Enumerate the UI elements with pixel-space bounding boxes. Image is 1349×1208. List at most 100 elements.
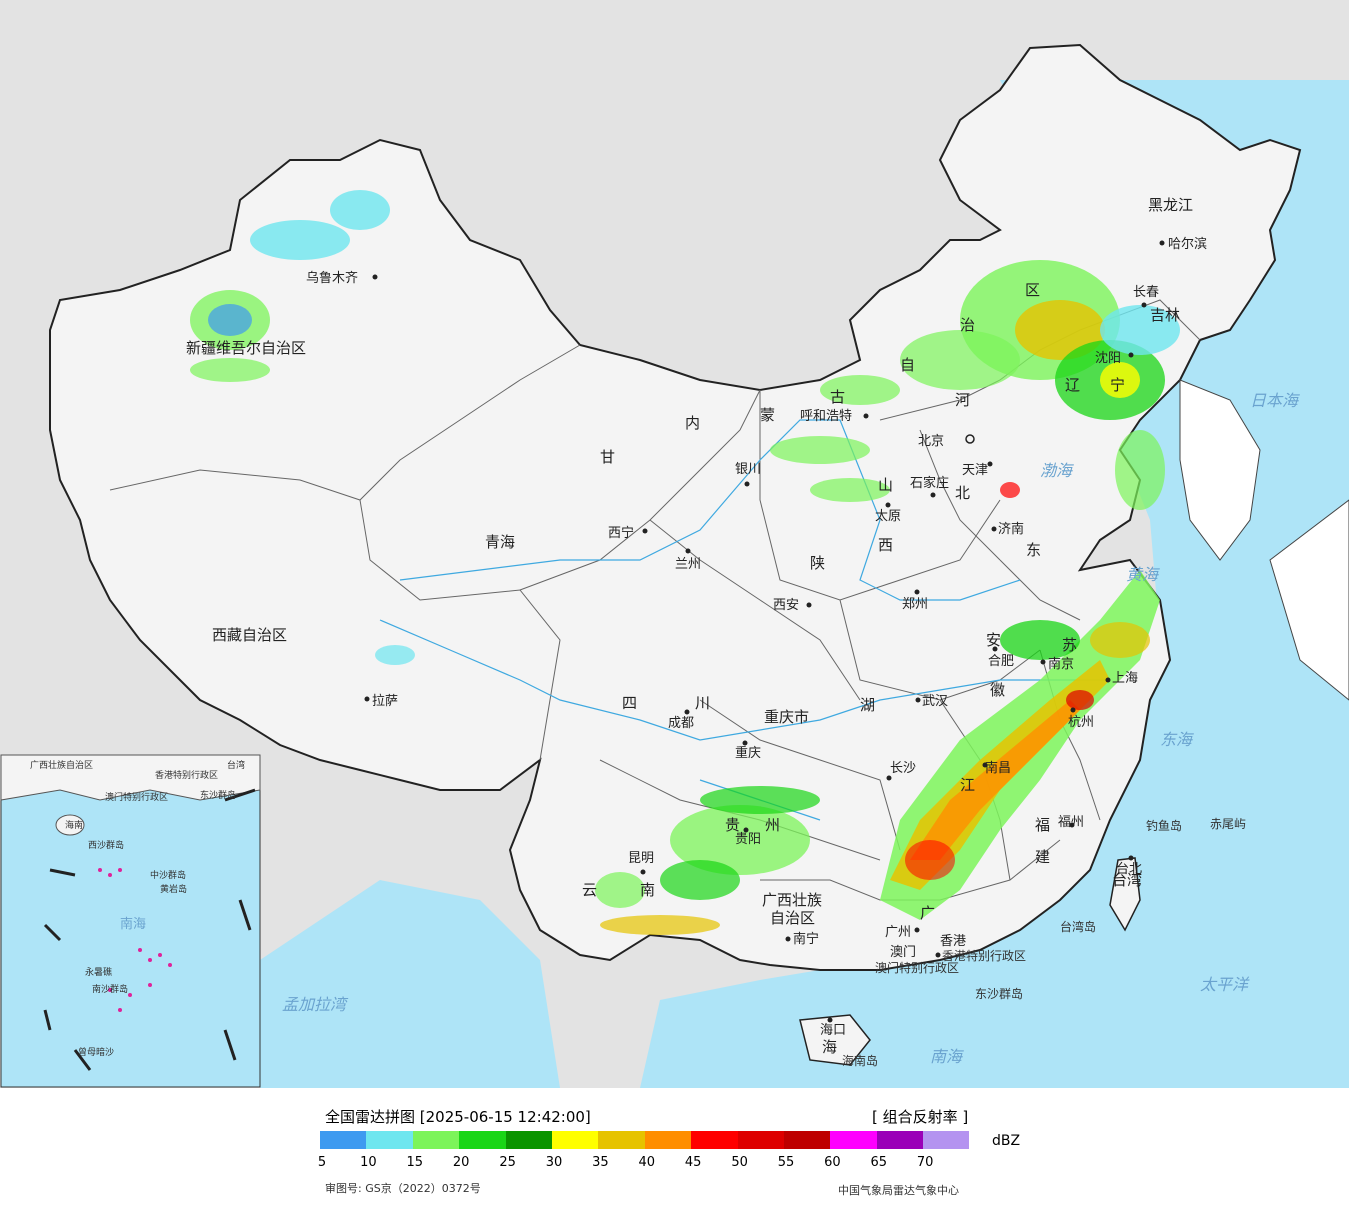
sea-yellow: 黄海 [1126, 565, 1160, 584]
city-harbin: 哈尔滨 [1168, 236, 1207, 252]
data-source: 中国气象局雷达气象中心 [838, 1184, 959, 1197]
sea-bohai: 渤海 [1040, 461, 1074, 480]
color-swatch-2 [412, 1131, 460, 1149]
island-chiwei: 赤尾屿 [1210, 817, 1246, 831]
color-swatch-9 [737, 1131, 784, 1149]
korea-land [1179, 379, 1261, 561]
label-liao: 辽 [1065, 376, 1080, 394]
label-fu: 福 [1035, 816, 1050, 834]
label-gan: 甘 [600, 448, 615, 466]
legend-product: [ 组合反射率 ] [872, 1108, 969, 1126]
city-wuhan: 武汉 [922, 694, 948, 709]
city-lanzhou: 兰州 [675, 557, 701, 572]
bay-of-bengal [260, 880, 560, 1088]
legend-tick-70: 70 [916, 1155, 934, 1170]
city-chengdu: 成都 [668, 716, 694, 731]
label-chongqing: 重庆市 [764, 708, 809, 726]
city-tianjin: 天津 [962, 463, 988, 478]
color-swatch-10 [783, 1131, 831, 1149]
city-yinchuan: 银川 [735, 462, 761, 477]
inset-label-0: 广西壮族自治区 [30, 759, 93, 771]
label-shaan: 陕 [810, 554, 825, 572]
city-changsha: 长沙 [890, 761, 916, 776]
label-meng: 蒙 [760, 406, 775, 424]
inset-label-10: 黄岩岛 [160, 883, 187, 895]
city-urumqi: 乌鲁木齐 [306, 270, 358, 286]
inset-label-3: 台湾 [227, 759, 245, 771]
label-si: 四 [622, 694, 637, 712]
city-lhasa: 拉萨 [372, 694, 398, 709]
city-hongkong: 香港 [940, 934, 966, 949]
legend-tick-60: 60 [824, 1155, 841, 1170]
radar-echoes [190, 190, 1180, 935]
city-kunming: 昆明 [628, 851, 654, 866]
label-dong: 东 [1026, 541, 1041, 559]
label-gui: 贵 [725, 816, 740, 834]
city-jinan: 济南 [998, 521, 1024, 537]
legend-tick-45: 45 [684, 1155, 702, 1170]
label-hk-sar: 香港特别行政区 [942, 948, 1026, 963]
island-diaoyu: 钓鱼岛 [1146, 818, 1182, 833]
legend-tick-65: 65 [870, 1155, 888, 1170]
label-bei: 北 [955, 484, 970, 502]
label-guangxi: 广西壮族 [762, 891, 822, 909]
label-hainan: 海 [822, 1038, 837, 1056]
label-jilin: 吉林 [1150, 306, 1180, 324]
label-zhou: 州 [765, 816, 780, 834]
label-su: 苏 [1062, 636, 1077, 654]
sea-japan: 日本海 [1250, 391, 1300, 410]
city-nanning: 南宁 [793, 931, 819, 947]
legend-tick-30: 30 [545, 1155, 563, 1170]
inset-label-9: 中沙群岛 [150, 869, 186, 881]
label-xinjiang: 新疆维吾尔自治区 [186, 339, 306, 357]
island-hainan: 海南岛 [842, 1053, 878, 1068]
city-haikou: 海口 [820, 1023, 846, 1038]
inset-islands [98, 868, 172, 1012]
sea-pacific: 太平洋 [1200, 975, 1250, 994]
color-swatch-3 [459, 1131, 506, 1149]
color-swatch-6 [598, 1131, 645, 1149]
inset-label-13: 南沙群岛 [92, 983, 128, 995]
legend-tick-10: 10 [360, 1155, 377, 1170]
city-nanchang: 南昌 [985, 760, 1011, 776]
city-hohhot: 呼和浩特 [800, 409, 852, 424]
color-swatch-4 [505, 1131, 552, 1149]
label-yun: 云 [582, 881, 597, 899]
city-xian: 西安 [773, 598, 799, 613]
label-heilongjiang: 黑龙江 [1148, 196, 1193, 214]
city-dots [364, 240, 1165, 1023]
inset-label-4: 香港特别行政区 [155, 769, 218, 781]
city-beijing: 北京 [918, 434, 944, 449]
label-zhi: 治 [960, 316, 975, 334]
city-shijiazhuang: 石家庄 [910, 475, 949, 491]
city-hangzhou: 杭州 [1068, 715, 1094, 730]
city-fuzhou: 福州 [1058, 815, 1084, 830]
label-nan: 南 [640, 881, 655, 899]
legend-tick-55: 55 [777, 1155, 795, 1170]
sea-east: 东海 [1160, 730, 1194, 749]
island-taiwan: 台湾岛 [1060, 919, 1096, 934]
legend-tick-15: 15 [406, 1155, 424, 1170]
city-hefei: 合肥 [988, 654, 1014, 669]
color-swatch-1 [366, 1131, 413, 1149]
label-chuan: 川 [695, 694, 710, 712]
label-ning: 宁 [1110, 376, 1125, 394]
city-taiyuan: 太原 [875, 509, 901, 524]
label-jiang: 江 [960, 776, 975, 794]
island-dongsha: 东沙群岛 [975, 986, 1023, 1001]
hainan-island [799, 1014, 871, 1066]
city-chongqing: 重庆 [735, 745, 761, 761]
label-qinghai: 青海 [485, 533, 515, 551]
inset-label-14: 曾母暗沙 [78, 1046, 114, 1058]
city-shenyang: 沈阳 [1095, 351, 1121, 366]
label-an: 安 [986, 631, 1001, 649]
inset-label-7: 海南 [65, 819, 83, 831]
city-xining: 西宁 [608, 525, 634, 541]
inset-label-8: 西沙群岛 [88, 839, 124, 851]
legend-tick-20: 20 [452, 1155, 470, 1170]
legend-panel: 全国雷达拼图 [2025-06-15 12:42:00] [ 组合反射率 ] d… [0, 1088, 1349, 1208]
city-guiyang: 贵阳 [735, 832, 761, 847]
label-guangxi-2: 自治区 [770, 909, 815, 927]
legend-tick-50: 50 [731, 1155, 748, 1170]
color-swatch-0 [320, 1131, 367, 1149]
